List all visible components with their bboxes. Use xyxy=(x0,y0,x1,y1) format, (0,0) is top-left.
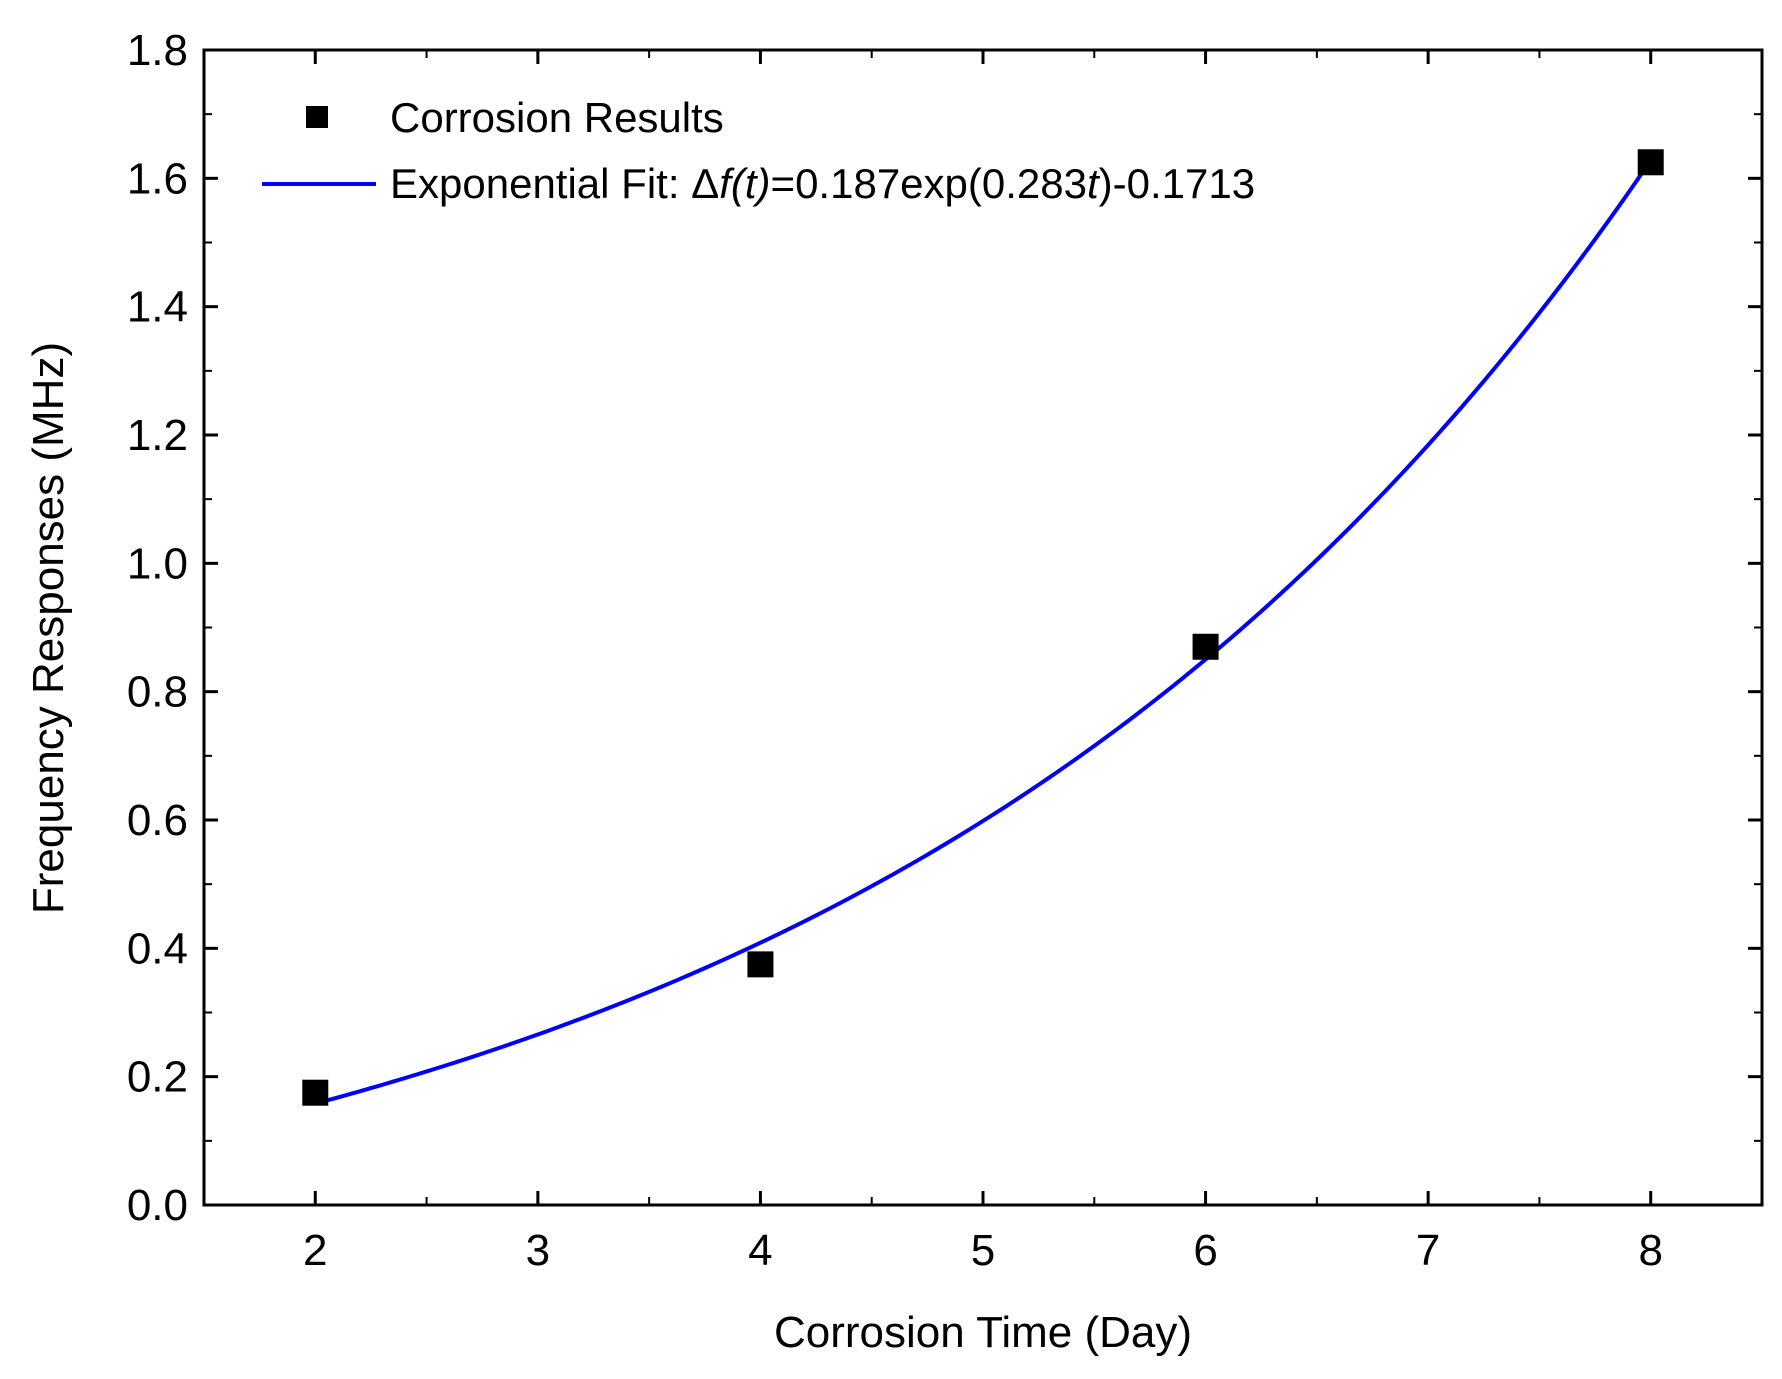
legend: Corrosion Results Exponential Fit: Δf(t)… xyxy=(262,94,1255,207)
legend-fit-part: )-0.1713 xyxy=(1099,160,1255,207)
data-point xyxy=(1637,149,1664,176)
data-points xyxy=(302,149,1664,1106)
fit-curve-line xyxy=(314,159,1653,1106)
x-axis-title: Corrosion Time (Day) xyxy=(774,1308,1192,1357)
x-tick-label: 7 xyxy=(1416,1226,1440,1275)
y-tick-label: 1.4 xyxy=(127,283,188,332)
legend-label-corrosion-results: Corrosion Results xyxy=(390,94,724,141)
data-point xyxy=(302,1079,329,1106)
y-axis-tick-labels: 0.0 0.2 0.4 0.6 0.8 1.0 1.2 1.4 1.6 1.8 xyxy=(127,26,188,1230)
y-tick-label: 0.6 xyxy=(127,796,188,845)
y-tick-label: 0.4 xyxy=(127,924,188,973)
legend-fit-part: Exponential Fit: xyxy=(390,160,691,207)
legend-fit-part: Δ xyxy=(691,160,719,207)
plot-frame xyxy=(202,48,1764,1207)
y-axis-title: Frequency Responses (MHz) xyxy=(24,342,73,914)
y-tick-label: 1.8 xyxy=(127,26,188,75)
data-point xyxy=(1192,633,1219,660)
legend-fit-part: t xyxy=(1087,160,1101,207)
legend-label-exponential-fit: Exponential Fit: Δf(t)=0.187exp(0.283t)-… xyxy=(390,160,1255,207)
y-tick-label: 1.0 xyxy=(127,539,188,588)
y-tick-label: 1.6 xyxy=(127,154,188,203)
data-point xyxy=(747,951,774,978)
x-tick-label: 5 xyxy=(971,1226,995,1275)
y-axis-ticks xyxy=(204,48,1762,1207)
x-axis-ticks xyxy=(313,50,1653,1205)
x-tick-label: 8 xyxy=(1638,1226,1662,1275)
y-tick-label: 0.8 xyxy=(127,668,188,717)
y-tick-label: 1.2 xyxy=(127,411,188,460)
legend-marker-square xyxy=(306,106,328,128)
legend-fit-part: =0.187exp(0.283 xyxy=(771,160,1087,207)
x-axis-tick-labels: 2 3 4 5 6 7 8 xyxy=(303,1226,1663,1275)
y-tick-label: 0.0 xyxy=(127,1181,188,1230)
x-tick-label: 3 xyxy=(526,1226,550,1275)
x-tick-label: 6 xyxy=(1193,1226,1217,1275)
x-tick-label: 4 xyxy=(748,1226,772,1275)
y-tick-label: 0.2 xyxy=(127,1053,188,1102)
x-tick-label: 2 xyxy=(303,1226,327,1275)
legend-fit-part: f(t) xyxy=(719,160,770,207)
